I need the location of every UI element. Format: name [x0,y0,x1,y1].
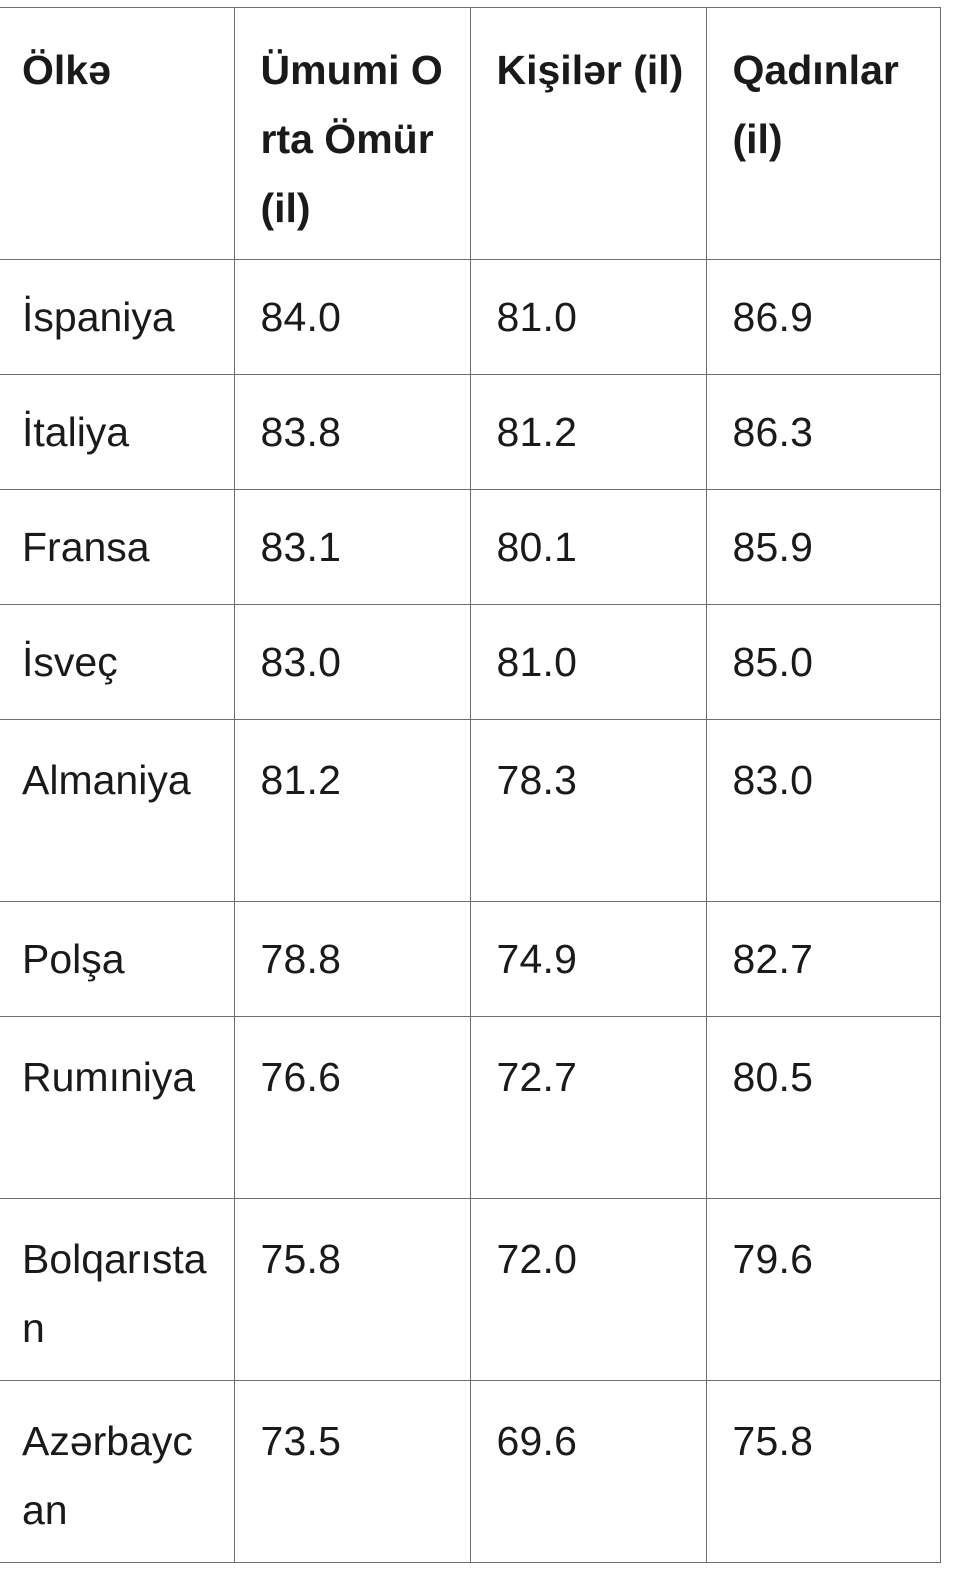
table-row: Rumıniya 76.6 72.7 80.5 [0,1016,941,1199]
table-row: Polşa 78.8 74.9 82.7 [0,901,941,1017]
country-cell: İsveç [0,604,235,720]
table-row: Bolqarıstan 75.8 72.0 79.6 [0,1198,941,1381]
men-cell: 81.0 [469,259,707,375]
country-cell: Bolqarıstan [0,1198,235,1381]
men-cell: 78.3 [469,719,707,902]
men-cell: 81.0 [469,604,707,720]
men-cell: 72.0 [469,1198,707,1381]
country-cell: Azərbaycan [0,1380,235,1563]
men-cell: 80.1 [469,489,707,605]
country-cell: Fransa [0,489,235,605]
header-total-life-expectancy: Ümumi Orta Ömür (il) [233,7,471,260]
life-expectancy-table: Ölkə Ümumi Orta Ömür (il) Kişilər (il) Q… [0,7,941,1563]
women-cell: 86.9 [705,259,941,375]
women-cell: 85.9 [705,489,941,605]
women-cell: 83.0 [705,719,941,902]
table-header: Ölkə Ümumi Orta Ömür (il) Kişilər (il) Q… [0,7,941,260]
total-cell: 76.6 [233,1016,471,1199]
total-cell: 78.8 [233,901,471,1017]
table-row: İsveç 83.0 81.0 85.0 [0,604,941,720]
country-cell: Almaniya [0,719,235,902]
men-cell: 72.7 [469,1016,707,1199]
total-cell: 81.2 [233,719,471,902]
total-cell: 84.0 [233,259,471,375]
men-cell: 69.6 [469,1380,707,1563]
country-cell: İtaliya [0,374,235,490]
country-cell: Polşa [0,901,235,1017]
total-cell: 83.8 [233,374,471,490]
table-row: Fransa 83.1 80.1 85.9 [0,489,941,605]
header-country: Ölkə [0,7,235,260]
total-cell: 73.5 [233,1380,471,1563]
header-women: Qadınlar (il) [705,7,941,260]
total-cell: 75.8 [233,1198,471,1381]
country-cell: Rumıniya [0,1016,235,1199]
men-cell: 74.9 [469,901,707,1017]
women-cell: 80.5 [705,1016,941,1199]
total-cell: 83.0 [233,604,471,720]
table-row: İtaliya 83.8 81.2 86.3 [0,374,941,490]
women-cell: 79.6 [705,1198,941,1381]
women-cell: 86.3 [705,374,941,490]
header-row: Ölkə Ümumi Orta Ömür (il) Kişilər (il) Q… [0,7,941,260]
table-row: Almaniya 81.2 78.3 83.0 [0,719,941,902]
women-cell: 85.0 [705,604,941,720]
women-cell: 75.8 [705,1380,941,1563]
total-cell: 83.1 [233,489,471,605]
women-cell: 82.7 [705,901,941,1017]
men-cell: 81.2 [469,374,707,490]
table-row: İspaniya 84.0 81.0 86.9 [0,259,941,375]
country-cell: İspaniya [0,259,235,375]
table-row: Azərbaycan 73.5 69.6 75.8 [0,1380,941,1563]
header-men: Kişilər (il) [469,7,707,260]
table-body: İspaniya 84.0 81.0 86.9 İtaliya 83.8 81.… [0,259,941,1563]
